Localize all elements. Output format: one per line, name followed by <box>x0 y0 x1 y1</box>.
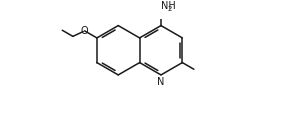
Text: O: O <box>81 26 88 36</box>
Text: N: N <box>157 77 165 87</box>
Text: NH: NH <box>161 1 176 11</box>
Text: 2: 2 <box>168 6 172 12</box>
